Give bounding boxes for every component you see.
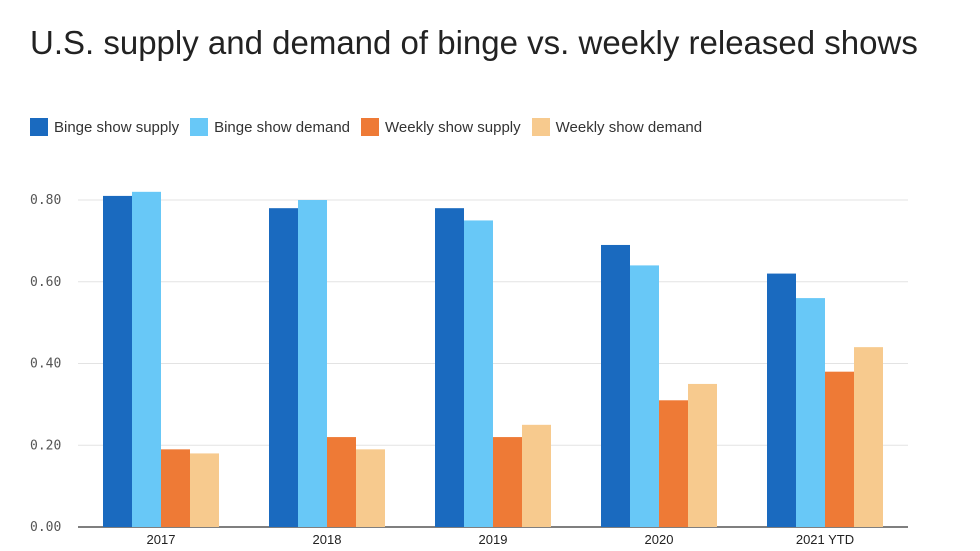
bar — [327, 437, 356, 527]
x-tick-label: 2020 — [645, 532, 674, 547]
legend-label: Binge show demand — [214, 118, 351, 136]
bar — [298, 200, 327, 527]
bar — [601, 244, 630, 527]
bar — [630, 265, 659, 527]
bar — [796, 298, 825, 527]
bar — [767, 273, 796, 527]
legend-item-weekly-supply: Weekly show supply — [361, 118, 521, 136]
legend-swatch — [361, 118, 380, 136]
bar — [190, 453, 219, 527]
legend-item-binge-demand: Binge show demand — [190, 118, 350, 136]
bar — [269, 208, 298, 528]
bar — [132, 191, 161, 527]
legend-swatch — [30, 118, 48, 136]
legend-label: Weekly show supply — [385, 118, 521, 136]
x-tick-label: 2017 — [147, 532, 176, 547]
bar — [522, 424, 551, 527]
bar — [493, 437, 522, 527]
bar — [103, 195, 132, 527]
legend-swatch — [531, 118, 550, 136]
bar — [854, 347, 883, 527]
y-tick-label: 0.60 — [30, 275, 61, 290]
x-tick-label: 2019 — [479, 532, 508, 547]
y-tick-label: 0.00 — [30, 520, 61, 535]
legend-label: Weekly show demand — [555, 118, 703, 136]
legend-item-binge-supply: Binge show supply — [30, 118, 179, 136]
y-tick-label: 0.20 — [30, 438, 61, 453]
bar — [825, 371, 854, 527]
legend-item-weekly-demand: Weekly show demand — [531, 118, 703, 136]
bar — [161, 449, 190, 527]
x-tick-label: 2018 — [313, 532, 342, 547]
bar — [464, 220, 493, 527]
bar — [356, 449, 385, 527]
legend-swatch — [190, 118, 209, 136]
bar — [688, 383, 717, 527]
chart-legend: Binge show supply Binge show demand Week… — [30, 118, 713, 136]
legend-label: Binge show supply — [54, 118, 180, 136]
bar — [435, 208, 464, 528]
bar — [659, 400, 688, 527]
y-tick-label: 0.80 — [30, 193, 61, 208]
x-tick-label: 2021 YTD — [796, 532, 854, 547]
y-tick-label: 0.40 — [30, 357, 61, 372]
chart-title: U.S. supply and demand of binge vs. week… — [30, 24, 918, 61]
